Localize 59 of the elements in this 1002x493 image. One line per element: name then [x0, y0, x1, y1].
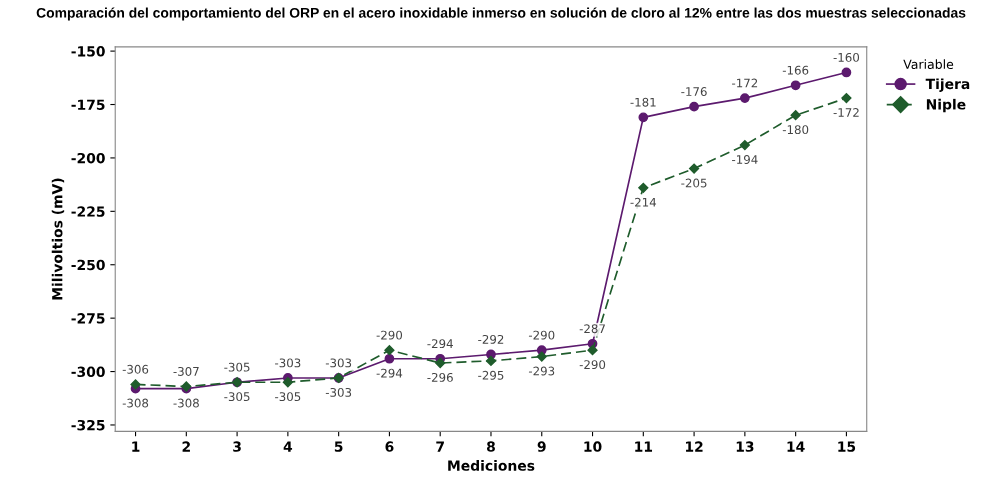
x-tick-label: 11: [635, 441, 653, 452]
y-tick-label: -175: [71, 99, 105, 110]
x-axis-title: Mediciones: [448, 460, 535, 471]
data-label: -306: [122, 364, 149, 374]
legend-label: Niple: [926, 98, 966, 113]
data-label: -305: [224, 362, 250, 372]
data-label: -181: [630, 97, 656, 107]
y-tick-label: -200: [71, 152, 105, 164]
data-label: -166: [782, 65, 809, 75]
x-tick-label: 1: [132, 441, 140, 452]
data-label: -172: [833, 108, 859, 117]
data-label: -172: [732, 78, 758, 88]
y-tick-label: -275: [71, 313, 105, 324]
data-label: -180: [782, 125, 809, 135]
data-label: -294: [376, 368, 403, 378]
data-label: -294: [427, 339, 453, 349]
x-tick-label: 6: [385, 441, 394, 452]
legend-label: Tijera: [925, 78, 970, 92]
data-label: -194: [732, 155, 758, 164]
x-tick-label: 8: [487, 441, 495, 452]
data-label: -307: [173, 366, 199, 376]
x-tick-label: 14: [787, 441, 805, 452]
data-label: -295: [478, 370, 504, 380]
data-label: -292: [478, 334, 504, 344]
x-tick-label: 13: [736, 441, 754, 452]
x-tick-label: 7: [436, 441, 444, 452]
data-label: -303: [325, 387, 352, 397]
data-label: -303: [275, 358, 301, 368]
data-label: -305: [224, 392, 250, 402]
chart-title: Comparación del comportamiento del ORP en el acero inoxidable inmerso en solución de cloro al 12% entre las dos muestras seleccionadas: [36, 7, 966, 21]
data-label: -303: [325, 358, 352, 368]
x-tick-label: 10: [584, 441, 602, 452]
y-tick-label: -300: [71, 366, 105, 378]
y-tick-label: -225: [71, 206, 105, 217]
data-label: -205: [681, 178, 707, 188]
x-tick-label: 12: [685, 441, 703, 452]
data-label: -287: [579, 324, 605, 334]
x-tick-label: 4: [283, 441, 293, 452]
data-label: -290: [376, 330, 403, 340]
y-tick-label: -250: [71, 259, 105, 271]
data-label: -293: [528, 366, 555, 376]
data-label: -296: [427, 372, 453, 382]
data-label: -308: [173, 398, 199, 408]
y-tick-label: -150: [71, 46, 105, 57]
legend-title: Variable: [903, 59, 954, 70]
y-tick-label: -325: [71, 419, 105, 431]
y-axis-title: Milivoltios (mV): [51, 178, 65, 300]
data-label: -160: [833, 52, 860, 62]
x-tick-label: 9: [537, 441, 546, 452]
data-label: -290: [579, 360, 606, 370]
data-label: -214: [630, 197, 657, 207]
data-label: -176: [681, 87, 707, 97]
x-tick-label: 2: [182, 441, 190, 452]
data-label: -308: [122, 398, 149, 408]
x-tick-label: 3: [233, 441, 241, 452]
data-label: -290: [528, 330, 555, 340]
data-label: -305: [275, 392, 301, 402]
x-tick-label: 5: [334, 441, 343, 452]
x-tick-label: 15: [838, 441, 856, 452]
